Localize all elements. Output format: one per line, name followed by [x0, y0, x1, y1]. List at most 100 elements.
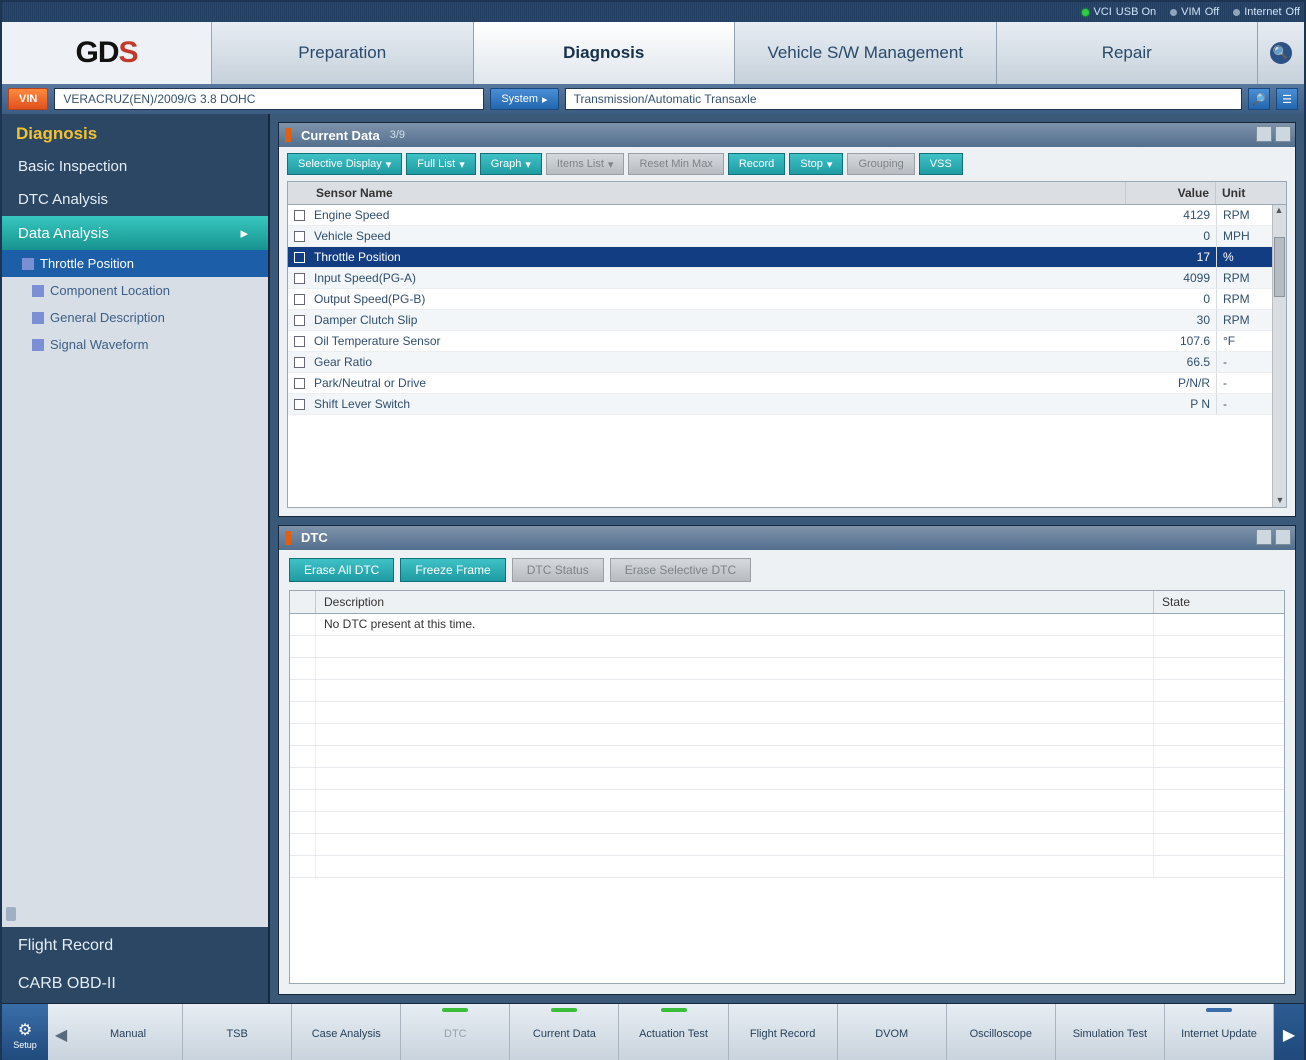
current-data-panel-header: Current Data 3/9	[279, 123, 1295, 147]
zoom-icon-button[interactable]: 🔎	[1248, 88, 1270, 110]
scrollbar-down-arrow[interactable]: ▼	[1274, 495, 1286, 507]
current-data-row-4[interactable]: Output Speed(PG-B) 0 RPM	[288, 289, 1286, 310]
panel-restore-icon[interactable]	[1256, 529, 1272, 545]
bottom-toolbar-item-dvom[interactable]: DVOM	[838, 1004, 947, 1060]
system-value-field[interactable]: Transmission/Automatic Transaxle	[565, 88, 1242, 110]
current-data-checkbox-0[interactable]	[294, 210, 305, 221]
graph-button[interactable]: Graph ▾	[480, 153, 542, 175]
sidebar-item-carb-obd-ii[interactable]: CARB OBD-II	[2, 965, 268, 1003]
current-data-row-9[interactable]: Shift Lever Switch P N -	[288, 394, 1286, 415]
dtc-status-button: DTC Status	[512, 558, 604, 582]
sidebar-item-flight-record[interactable]: Flight Record	[2, 927, 268, 965]
dtc-table: Description State No DTC present at this…	[289, 590, 1285, 984]
dtc-empty-row-2	[290, 680, 1284, 702]
scrollbar-thumb[interactable]	[1274, 237, 1285, 297]
current-data-row-8[interactable]: Park/Neutral or Drive P/N/R -	[288, 373, 1286, 394]
record-button[interactable]: Record	[728, 153, 785, 175]
bottom-toolbar-item-oscilloscope[interactable]: Oscilloscope	[947, 1004, 1056, 1060]
current-data-checkbox-9[interactable]	[294, 399, 305, 410]
current-data-checkbox-4[interactable]	[294, 294, 305, 305]
scrollbar-up-arrow[interactable]: ▲	[1273, 205, 1285, 217]
bottom-toolbar-item-internet-update[interactable]: Internet Update	[1165, 1004, 1274, 1060]
reset-min-max-button: Reset Min Max	[628, 153, 723, 175]
dtc-panel: DTC Erase All DTC Freeze Frame DTC Statu…	[278, 525, 1296, 995]
list-icon-button[interactable]: ☰	[1276, 88, 1298, 110]
current-data-checkbox-2[interactable]	[294, 252, 305, 263]
sidebar-subitem-signal-waveform[interactable]: Signal Waveform	[2, 331, 268, 358]
freeze-frame-button[interactable]: Freeze Frame	[400, 558, 505, 582]
vim-status-dot	[1170, 9, 1177, 16]
selective-display-button[interactable]: Selective Display ▾	[287, 153, 402, 175]
bottom-toolbar-item-flight-record[interactable]: Flight Record	[729, 1004, 838, 1060]
chevron-down-icon: ▾	[386, 158, 392, 171]
search-icon: 🔍	[1270, 42, 1292, 64]
panel-minimize-icon[interactable]	[1275, 529, 1291, 545]
stop-button[interactable]: Stop ▾	[789, 153, 843, 175]
bottom-toolbar-item-tsb[interactable]: TSB	[183, 1004, 292, 1060]
setup-button[interactable]: ⚙ Setup	[2, 1004, 48, 1060]
vehicle-name-field[interactable]: VERACRUZ(EN)/2009/G 3.8 DOHC	[54, 88, 484, 110]
system-button[interactable]: System ▸	[490, 88, 558, 110]
current-data-rows: Engine Speed 4129 RPM Vehicle Speed 0 MP…	[288, 205, 1286, 415]
document-icon	[32, 339, 44, 351]
dtc-empty-row-5	[290, 746, 1284, 768]
dtc-message-row[interactable]: No DTC present at this time.	[290, 614, 1284, 636]
current-data-row-3[interactable]: Input Speed(PG-A) 4099 RPM	[288, 268, 1286, 289]
sidebar-section-title: Diagnosis	[2, 114, 268, 150]
bottom-toolbar-item-case-analysis[interactable]: Case Analysis	[292, 1004, 401, 1060]
sidebar-subitem-component-location[interactable]: Component Location	[2, 277, 268, 304]
bottom-toolbar-item-current-data[interactable]: Current Data	[510, 1004, 619, 1060]
current-data-row-1[interactable]: Vehicle Speed 0 MPH	[288, 226, 1286, 247]
dtc-empty-row-6	[290, 768, 1284, 790]
document-icon	[32, 285, 44, 297]
search-button[interactable]: 🔍	[1258, 22, 1304, 84]
erase-all-dtc-button[interactable]: Erase All DTC	[289, 558, 394, 582]
current-data-checkbox-5[interactable]	[294, 315, 305, 326]
dtc-empty-row-8	[290, 812, 1284, 834]
gds-application-window: VCI USB On VIM Off Internet Off GDS Prep…	[0, 0, 1306, 1060]
tab-diagnosis[interactable]: Diagnosis	[474, 22, 736, 84]
tab-vehicle-sw-management[interactable]: Vehicle S/W Management	[735, 22, 997, 84]
chevron-down-icon: ▾	[525, 158, 531, 171]
internet-status: Internet Off	[1233, 6, 1300, 18]
sidebar-item-basic-inspection[interactable]: Basic Inspection	[2, 150, 268, 183]
current-data-row-7[interactable]: Gear Ratio 66.5 -	[288, 352, 1286, 373]
sidebar-item-data-analysis[interactable]: Data Analysis ▸	[2, 216, 268, 250]
dtc-empty-row-7	[290, 790, 1284, 812]
bottom-toolbar-item-simulation-test[interactable]: Simulation Test	[1056, 1004, 1165, 1060]
vss-button[interactable]: VSS	[919, 153, 963, 175]
chevron-down-icon: ▾	[608, 158, 614, 171]
dtc-status-led	[442, 1008, 468, 1012]
current-data-checkbox-7[interactable]	[294, 357, 305, 368]
tab-preparation[interactable]: Preparation	[212, 22, 474, 84]
vin-button[interactable]: VIN	[8, 88, 48, 110]
panel-restore-icon[interactable]	[1256, 126, 1272, 142]
tab-repair[interactable]: Repair	[997, 22, 1259, 84]
current-data-row-0[interactable]: Engine Speed 4129 RPM	[288, 205, 1286, 226]
current-data-scrollbar[interactable]: ▲ ▼	[1272, 205, 1286, 507]
bottom-toolbar-item-manual[interactable]: Manual	[74, 1004, 183, 1060]
sidebar-scroll-handle[interactable]	[6, 907, 16, 921]
sidebar-subitem-general-description[interactable]: General Description	[2, 304, 268, 331]
current-data-row-5[interactable]: Damper Clutch Slip 30 RPM	[288, 310, 1286, 331]
current-data-checkbox-3[interactable]	[294, 273, 305, 284]
vci-status: VCI USB On	[1082, 6, 1156, 18]
sidebar-item-dtc-analysis[interactable]: DTC Analysis	[2, 183, 268, 216]
dtc-message-text: No DTC present at this time.	[316, 614, 1154, 635]
scroll-right-button[interactable]: ▶	[1274, 1004, 1304, 1060]
full-list-button[interactable]: Full List ▾	[406, 153, 475, 175]
dtc-empty-row-9	[290, 834, 1284, 856]
current-data-row-6[interactable]: Oil Temperature Sensor 107.6 °F	[288, 331, 1286, 352]
current-data-checkbox-1[interactable]	[294, 231, 305, 242]
current-data-checkbox-6[interactable]	[294, 336, 305, 347]
current-data-row-2[interactable]: Throttle Position 17 %	[288, 247, 1286, 268]
sidebar-subitem-throttle-position[interactable]: Throttle Position	[2, 250, 268, 277]
scroll-left-button[interactable]: ◀	[48, 1004, 74, 1060]
bottom-toolbar-item-actuation-test[interactable]: Actuation Test	[619, 1004, 728, 1060]
vim-status: VIM Off	[1170, 6, 1219, 18]
current-data-checkbox-8[interactable]	[294, 378, 305, 389]
dtc-panel-header: DTC	[279, 526, 1295, 550]
header-bar: GDS Preparation Diagnosis Vehicle S/W Ma…	[2, 22, 1304, 84]
current-data-toolbar: Selective Display ▾ Full List ▾ Graph ▾ Ite…	[279, 147, 1295, 181]
panel-minimize-icon[interactable]	[1275, 126, 1291, 142]
